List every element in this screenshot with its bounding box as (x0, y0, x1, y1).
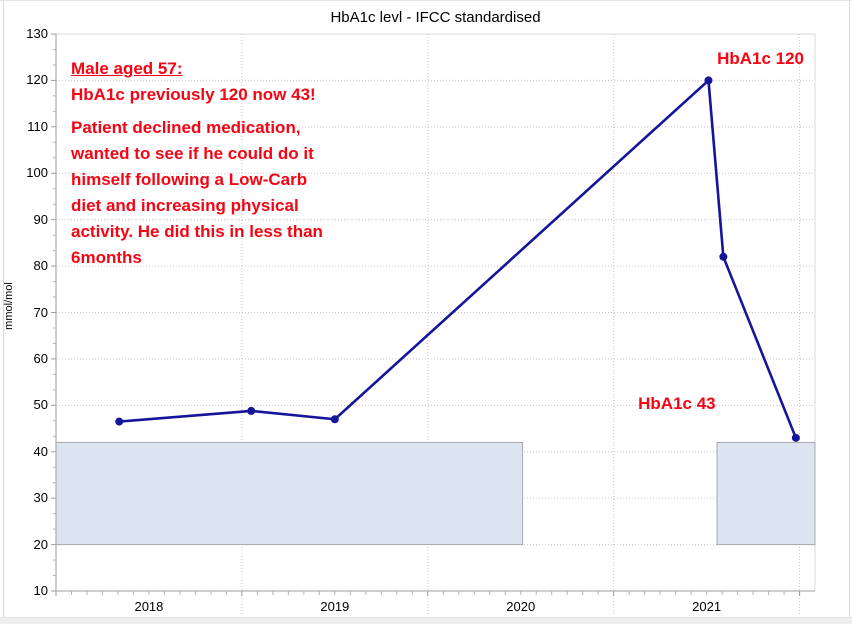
annotation-body-line: activity. He did this in less than (71, 222, 323, 241)
y-tick-label: 60 (33, 350, 48, 366)
y-tick-label: 90 (33, 211, 48, 227)
annotation-body-line: diet and increasing physical (71, 196, 299, 215)
annotation-subheading: HbA1c previously 120 now 43! (71, 85, 316, 104)
x-tick-label: 2018 (134, 599, 164, 614)
y-tick-label: 30 (33, 490, 48, 506)
y-tick-label: 130 (26, 26, 48, 41)
annotation-body-line: himself following a Low-Carb (71, 170, 308, 189)
x-tick-label: 2020 (506, 599, 536, 614)
annotation-note: Male aged 57: HbA1c previously 120 now 4… (71, 56, 381, 271)
data-point-marker (791, 433, 800, 442)
annotation-body-line: wanted to see if he could do it (71, 144, 314, 163)
data-point-marker (330, 415, 339, 424)
left-edge-line (3, 1, 4, 618)
y-tick-label: 80 (33, 258, 48, 274)
data-point-marker (247, 406, 256, 415)
annotation-body-line: 6months (71, 248, 142, 267)
right-edge-line (849, 1, 850, 618)
data-point-marker (719, 252, 728, 261)
point-label: HbA1c 120 (717, 49, 804, 69)
y-tick-label: 40 (33, 443, 48, 459)
annotation-body-line: Patient declined medication, (71, 118, 301, 137)
reference-band (716, 441, 816, 546)
data-point-marker (704, 76, 713, 85)
y-tick-label: 50 (33, 397, 48, 413)
y-tick-label: 100 (26, 165, 48, 181)
y-tick-label: 110 (27, 118, 48, 134)
y-tick-label: 20 (33, 536, 48, 552)
data-point-marker (115, 417, 124, 426)
reference-band (55, 441, 524, 546)
x-tick-label: 2019 (320, 599, 350, 614)
annotation-body: Patient declined medication, wanted to se… (71, 115, 381, 271)
series-line (119, 79, 798, 439)
bottom-strip (0, 617, 852, 624)
x-tick-label: 2021 (692, 599, 722, 614)
y-tick-label: 70 (33, 304, 48, 320)
y-tick-label: 10 (33, 583, 48, 598)
annotation-heading: Male aged 57: (71, 59, 183, 78)
point-label: HbA1c 43 (638, 394, 716, 414)
chart-title: HbA1c levl - IFCC standardised (330, 9, 541, 26)
y-tick-label: 120 (26, 72, 48, 88)
